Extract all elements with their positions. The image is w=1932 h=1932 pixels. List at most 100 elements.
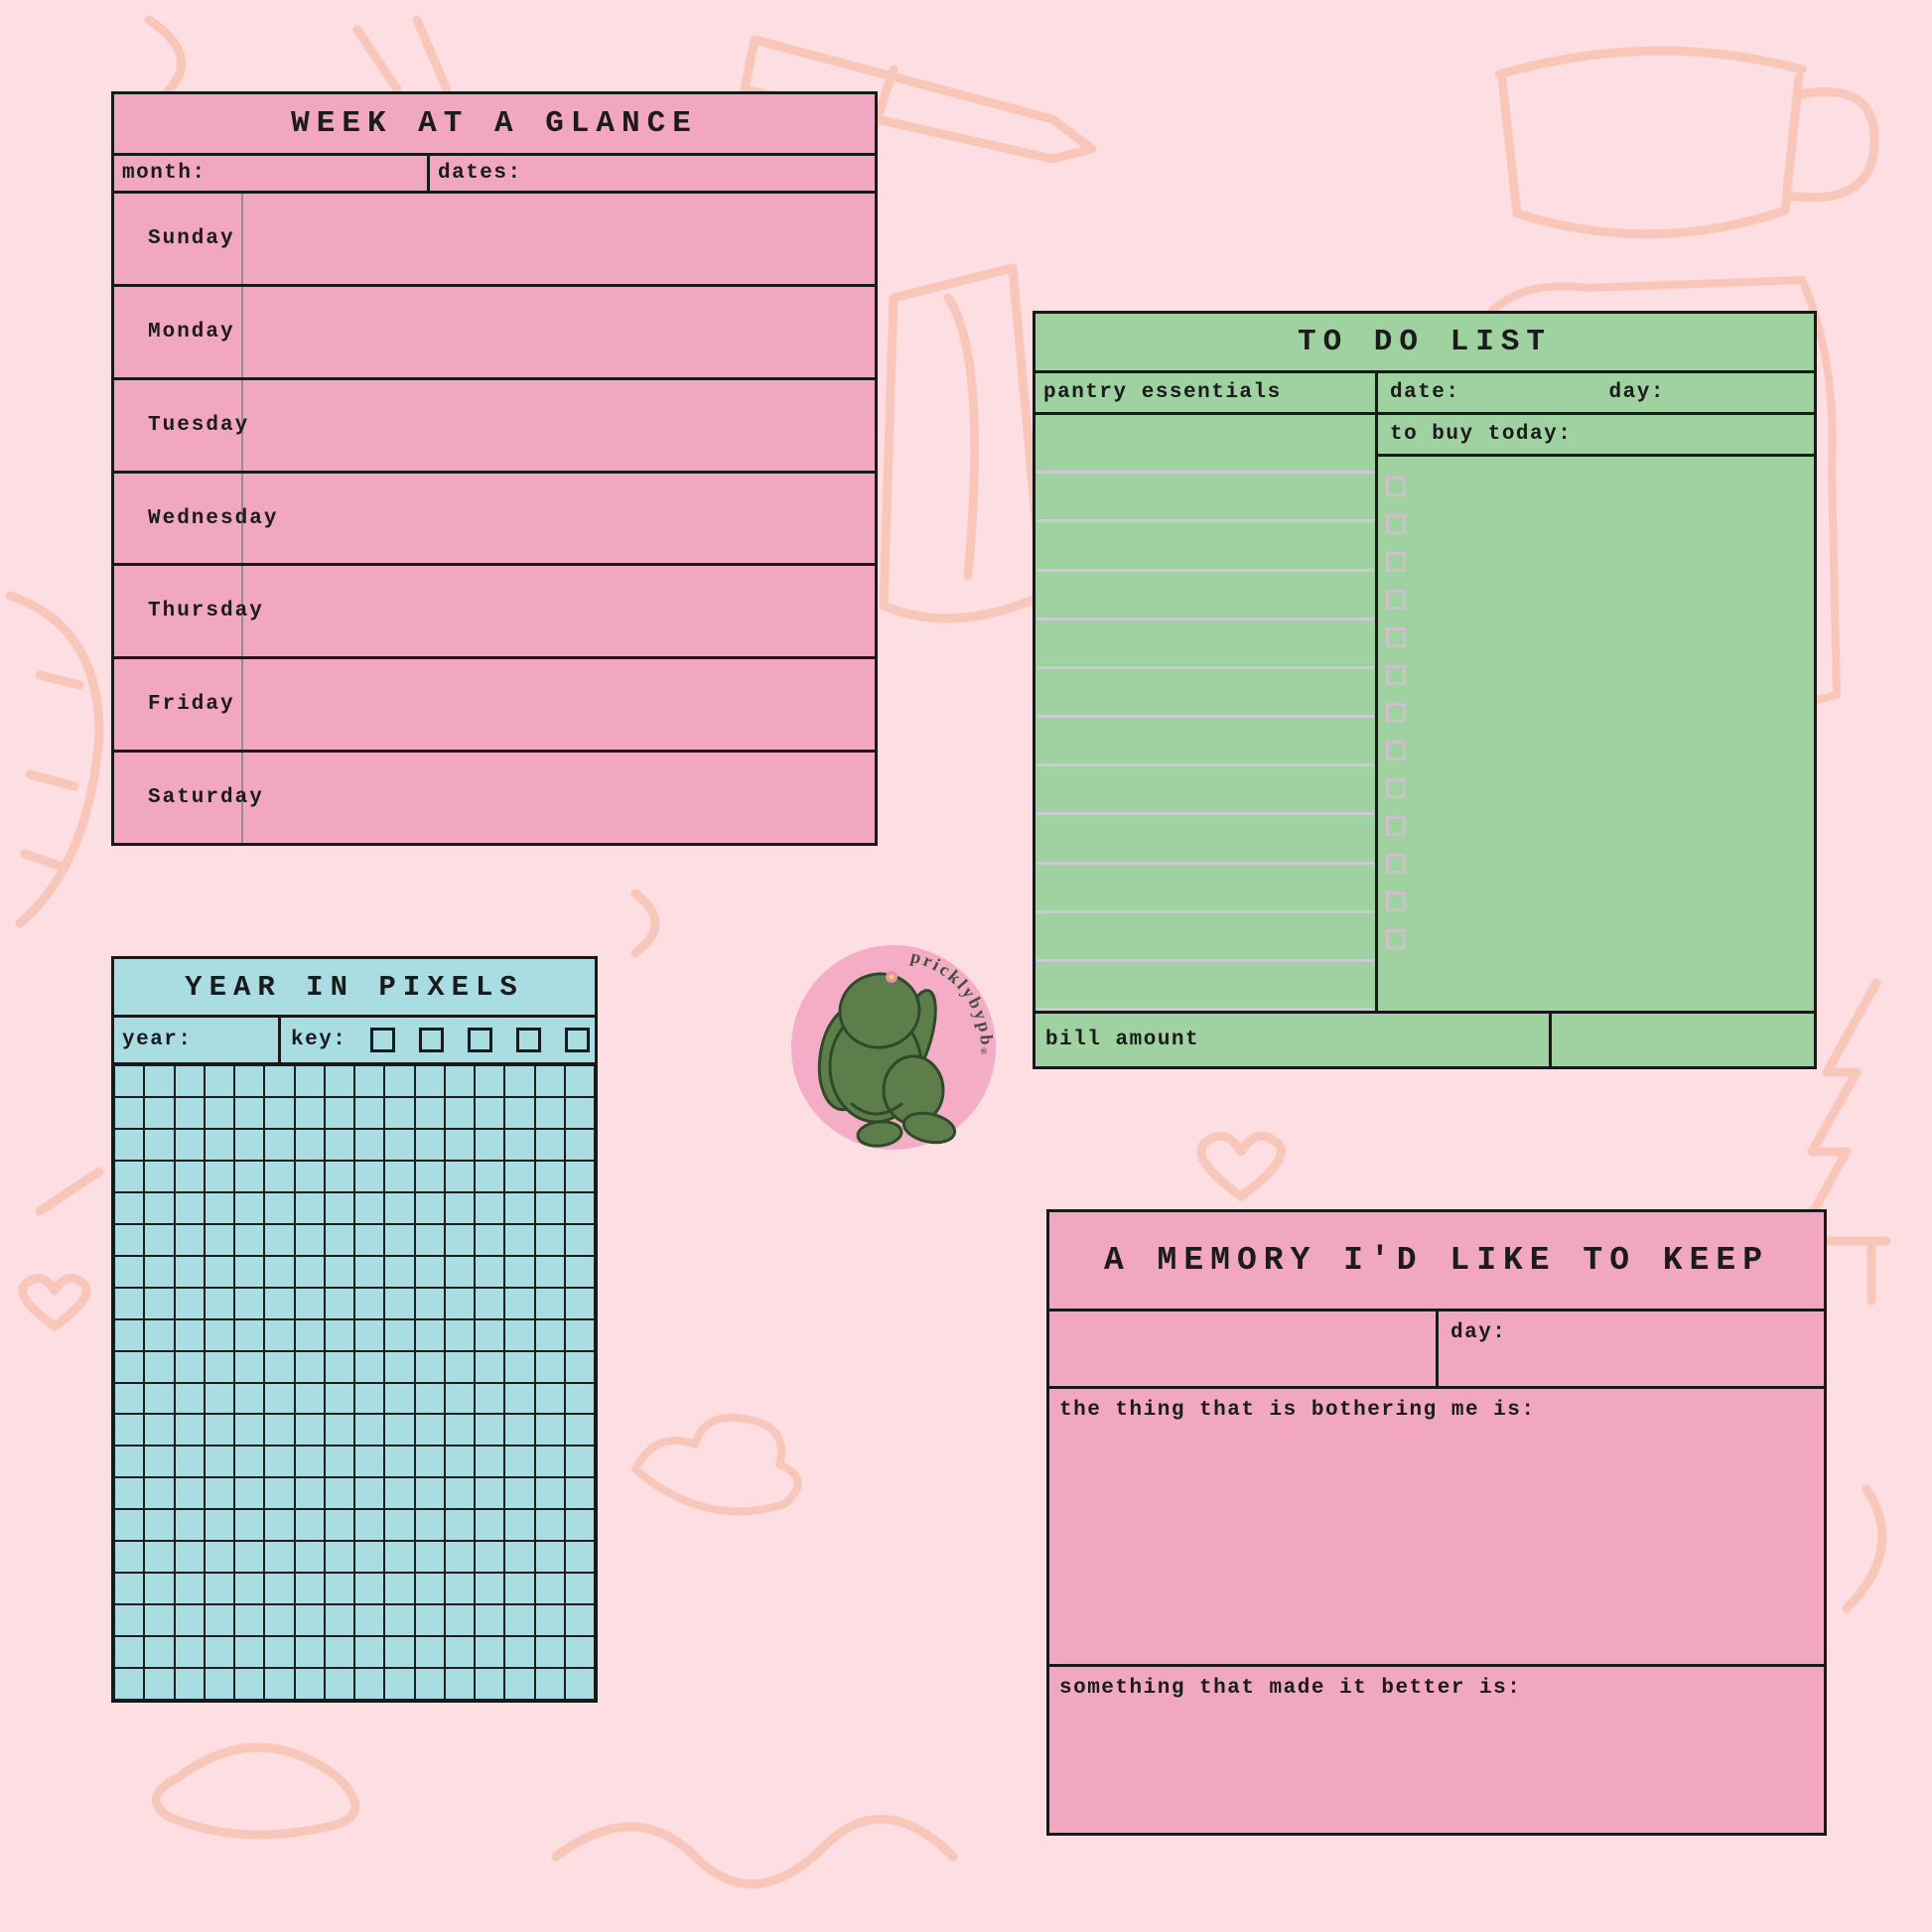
- pixel-cell[interactable]: [564, 1287, 595, 1319]
- pixel-cell[interactable]: [444, 1604, 475, 1637]
- pixel-cell[interactable]: [444, 1668, 475, 1700]
- month-field[interactable]: month:: [114, 156, 430, 191]
- week-day-entry-area[interactable]: [243, 566, 875, 656]
- pixel-cell[interactable]: [234, 1636, 265, 1669]
- pixel-cell[interactable]: [144, 1414, 175, 1447]
- pixel-cell[interactable]: [234, 1477, 265, 1510]
- pixel-cell[interactable]: [414, 1096, 445, 1129]
- pixel-cell[interactable]: [564, 1065, 595, 1097]
- pixel-cell[interactable]: [114, 1573, 145, 1605]
- pixel-cell[interactable]: [414, 1414, 445, 1447]
- pixel-cell[interactable]: [234, 1541, 265, 1574]
- pixel-cell[interactable]: [534, 1223, 565, 1256]
- todo-checkbox[interactable]: [1386, 703, 1406, 723]
- pixel-cell[interactable]: [475, 1509, 505, 1542]
- pixel-cell[interactable]: [384, 1414, 415, 1447]
- pixel-cell[interactable]: [475, 1350, 505, 1383]
- pixel-cell[interactable]: [234, 1255, 265, 1288]
- pixel-cell[interactable]: [414, 1160, 445, 1192]
- pixel-cell[interactable]: [384, 1191, 415, 1224]
- pixel-cell[interactable]: [174, 1604, 205, 1637]
- pixel-cell[interactable]: [204, 1287, 234, 1319]
- pixel-cell[interactable]: [174, 1128, 205, 1161]
- pixel-cell[interactable]: [264, 1255, 295, 1288]
- pixel-cell[interactable]: [414, 1604, 445, 1637]
- pixel-cell[interactable]: [354, 1636, 385, 1669]
- pixel-cell[interactable]: [204, 1477, 234, 1510]
- pixel-cell[interactable]: [534, 1096, 565, 1129]
- pixel-cell[interactable]: [114, 1318, 145, 1351]
- pixel-cell[interactable]: [324, 1350, 354, 1383]
- pixel-cell[interactable]: [444, 1414, 475, 1447]
- bill-amount-value-cell[interactable]: [1552, 1014, 1814, 1066]
- pixel-cell[interactable]: [414, 1446, 445, 1478]
- pixel-cell[interactable]: [534, 1255, 565, 1288]
- pixel-cell[interactable]: [144, 1446, 175, 1478]
- pixel-cell[interactable]: [354, 1318, 385, 1351]
- pixel-cell[interactable]: [504, 1287, 535, 1319]
- date-day-fields[interactable]: date: day:: [1378, 373, 1814, 412]
- pixel-cell[interactable]: [324, 1541, 354, 1574]
- pixel-cell[interactable]: [174, 1636, 205, 1669]
- todo-checkbox[interactable]: [1386, 627, 1406, 647]
- pixel-cell[interactable]: [294, 1128, 325, 1161]
- pixel-cell[interactable]: [324, 1255, 354, 1288]
- pixel-cell[interactable]: [144, 1509, 175, 1542]
- pixel-cell[interactable]: [294, 1318, 325, 1351]
- pixel-cell[interactable]: [475, 1096, 505, 1129]
- pixel-cell[interactable]: [234, 1318, 265, 1351]
- todo-checkbox[interactable]: [1386, 892, 1406, 911]
- pixel-cell[interactable]: [564, 1382, 595, 1415]
- pixel-cell[interactable]: [564, 1477, 595, 1510]
- pixel-cell[interactable]: [144, 1223, 175, 1256]
- pixel-cell[interactable]: [144, 1350, 175, 1383]
- pixel-cell[interactable]: [504, 1128, 535, 1161]
- pixel-cell[interactable]: [354, 1604, 385, 1637]
- pixel-cell[interactable]: [264, 1382, 295, 1415]
- pixel-cell[interactable]: [294, 1636, 325, 1669]
- pixel-cell[interactable]: [534, 1350, 565, 1383]
- pixel-cell[interactable]: [444, 1509, 475, 1542]
- pixel-cell[interactable]: [174, 1382, 205, 1415]
- pixel-cell[interactable]: [384, 1668, 415, 1700]
- pixel-cell[interactable]: [504, 1477, 535, 1510]
- pixel-cell[interactable]: [534, 1573, 565, 1605]
- pixel-cell[interactable]: [414, 1509, 445, 1542]
- pixel-cell[interactable]: [324, 1160, 354, 1192]
- todo-checkbox[interactable]: [1386, 929, 1406, 949]
- pixel-cell[interactable]: [564, 1414, 595, 1447]
- todo-checkbox[interactable]: [1386, 741, 1406, 760]
- pixel-cell[interactable]: [475, 1223, 505, 1256]
- pixel-cell[interactable]: [504, 1382, 535, 1415]
- week-day-entry-area[interactable]: [243, 380, 875, 471]
- pixel-cell[interactable]: [534, 1065, 565, 1097]
- pixel-cell[interactable]: [534, 1414, 565, 1447]
- pixel-cell[interactable]: [204, 1096, 234, 1129]
- pixel-cell[interactable]: [234, 1573, 265, 1605]
- pixel-cell[interactable]: [264, 1668, 295, 1700]
- pixel-cell[interactable]: [564, 1191, 595, 1224]
- pixel-cell[interactable]: [354, 1509, 385, 1542]
- pixel-cell[interactable]: [475, 1160, 505, 1192]
- pixel-cell[interactable]: [534, 1604, 565, 1637]
- pixel-cell[interactable]: [354, 1160, 385, 1192]
- pixel-cell[interactable]: [174, 1573, 205, 1605]
- pixel-cell[interactable]: [414, 1636, 445, 1669]
- pixel-cell[interactable]: [504, 1191, 535, 1224]
- pixel-cell[interactable]: [294, 1446, 325, 1478]
- pixel-cell[interactable]: [144, 1065, 175, 1097]
- pixel-cell[interactable]: [444, 1065, 475, 1097]
- pixel-cell[interactable]: [114, 1350, 145, 1383]
- pixel-cell[interactable]: [354, 1096, 385, 1129]
- pixel-cell[interactable]: [414, 1128, 445, 1161]
- pixel-cell[interactable]: [324, 1636, 354, 1669]
- pixel-cell[interactable]: [354, 1382, 385, 1415]
- to-buy-today-field[interactable]: to buy today:: [1378, 415, 1814, 457]
- pixel-cell[interactable]: [564, 1350, 595, 1383]
- pixel-cell[interactable]: [174, 1509, 205, 1542]
- pixel-cell[interactable]: [564, 1255, 595, 1288]
- pixel-cell[interactable]: [534, 1318, 565, 1351]
- pixel-cell[interactable]: [384, 1223, 415, 1256]
- pixel-cell[interactable]: [534, 1668, 565, 1700]
- pixel-cell[interactable]: [234, 1160, 265, 1192]
